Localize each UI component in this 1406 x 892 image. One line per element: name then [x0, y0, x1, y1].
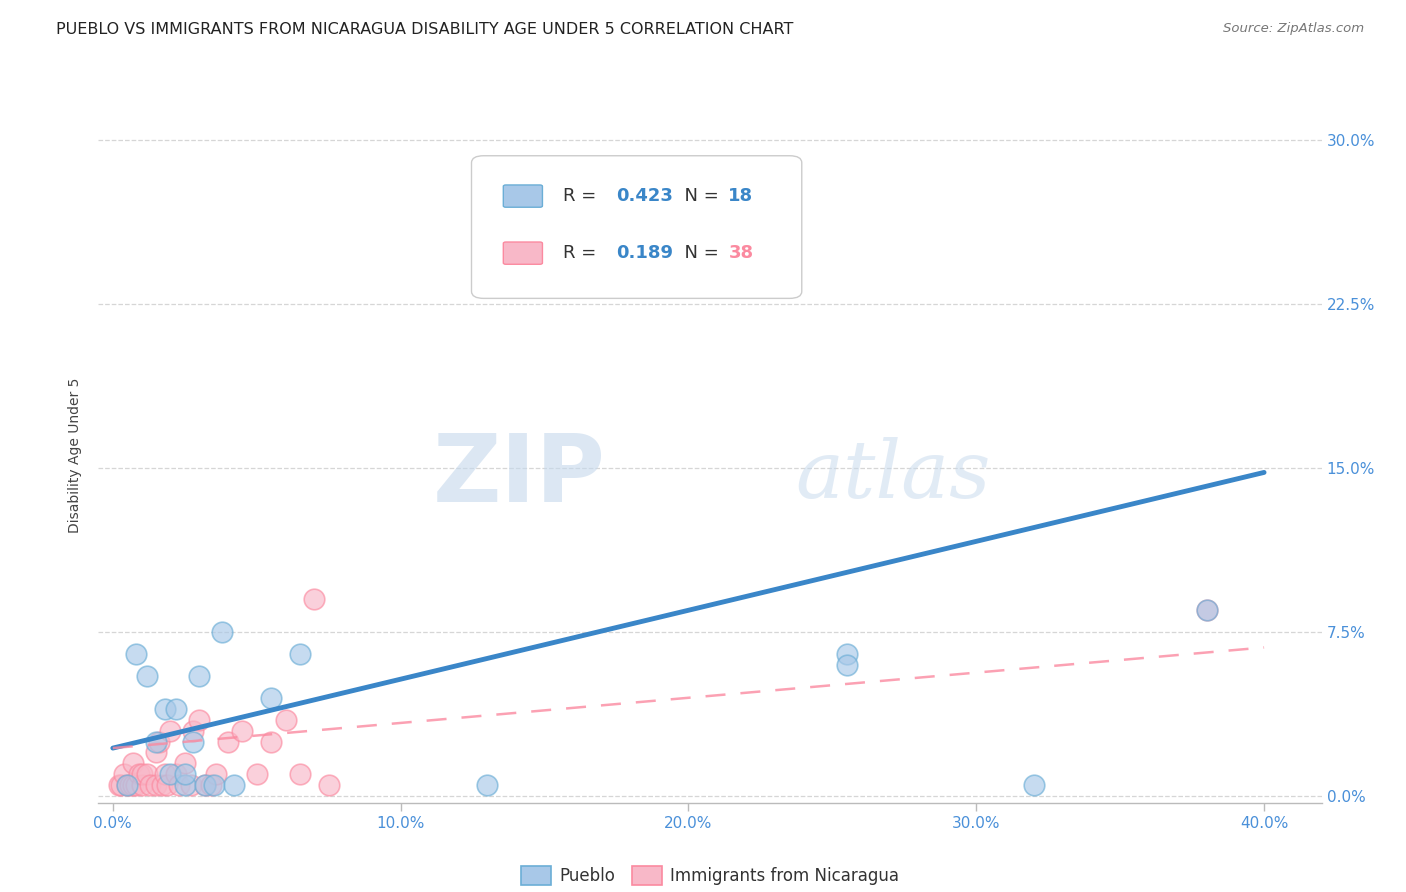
Point — [145, 734, 167, 748]
Point — [159, 723, 181, 738]
Point — [136, 669, 159, 683]
Point — [173, 778, 195, 792]
Point — [304, 592, 326, 607]
FancyBboxPatch shape — [503, 242, 543, 264]
Point — [194, 778, 217, 792]
Point — [120, 778, 142, 792]
Point — [211, 625, 233, 640]
Point — [217, 734, 239, 748]
Point — [145, 746, 167, 760]
Point — [112, 767, 135, 781]
Point — [1195, 603, 1218, 617]
Point — [288, 767, 311, 781]
Point — [139, 778, 162, 792]
Text: 18: 18 — [728, 187, 754, 205]
Point — [128, 767, 150, 781]
Text: R =: R = — [564, 187, 602, 205]
Point — [246, 767, 269, 781]
Point — [1195, 603, 1218, 617]
Point — [125, 778, 148, 792]
Text: PUEBLO VS IMMIGRANTS FROM NICARAGUA DISABILITY AGE UNDER 5 CORRELATION CHART: PUEBLO VS IMMIGRANTS FROM NICARAGUA DISA… — [56, 22, 793, 37]
Point — [260, 734, 283, 748]
Text: N =: N = — [673, 187, 725, 205]
Point — [231, 723, 253, 738]
FancyBboxPatch shape — [471, 156, 801, 298]
Point — [165, 702, 187, 716]
Point — [173, 767, 195, 781]
Point — [188, 669, 211, 683]
Point — [153, 702, 176, 716]
Point — [183, 734, 205, 748]
Point — [156, 778, 179, 792]
Point — [115, 778, 138, 792]
Text: ZIP: ZIP — [433, 430, 606, 522]
Text: Source: ZipAtlas.com: Source: ZipAtlas.com — [1223, 22, 1364, 36]
Legend: Pueblo, Immigrants from Nicaragua: Pueblo, Immigrants from Nicaragua — [515, 859, 905, 892]
Point — [145, 778, 167, 792]
Point — [288, 647, 311, 661]
Point — [167, 778, 190, 792]
Point — [260, 690, 283, 705]
Point — [835, 657, 858, 672]
Text: atlas: atlas — [796, 437, 991, 515]
Point — [131, 778, 153, 792]
Y-axis label: Disability Age Under 5: Disability Age Under 5 — [69, 377, 83, 533]
Text: N =: N = — [673, 244, 725, 262]
Point — [202, 778, 225, 792]
Point — [318, 778, 340, 792]
Point — [110, 778, 132, 792]
Text: 0.189: 0.189 — [616, 244, 673, 262]
Point — [173, 756, 195, 771]
Point — [136, 767, 159, 781]
Point — [131, 767, 153, 781]
Point — [150, 778, 173, 792]
Point — [159, 767, 181, 781]
Point — [735, 198, 758, 212]
Text: R =: R = — [564, 244, 602, 262]
Point — [107, 778, 129, 792]
Point — [835, 647, 858, 661]
Point — [1022, 778, 1045, 792]
Point — [194, 778, 217, 792]
Point — [183, 723, 205, 738]
Point — [153, 767, 176, 781]
Point — [222, 778, 245, 792]
Point — [115, 778, 138, 792]
Point — [122, 756, 145, 771]
Point — [274, 713, 297, 727]
FancyBboxPatch shape — [503, 185, 543, 207]
Point — [125, 647, 148, 661]
Text: 0.423: 0.423 — [616, 187, 672, 205]
Text: 38: 38 — [728, 244, 754, 262]
Point — [165, 767, 187, 781]
Point — [148, 734, 170, 748]
Point — [180, 778, 202, 792]
Point — [200, 778, 222, 792]
Point — [205, 767, 228, 781]
Point — [122, 778, 145, 792]
Point — [475, 778, 498, 792]
Point — [188, 713, 211, 727]
